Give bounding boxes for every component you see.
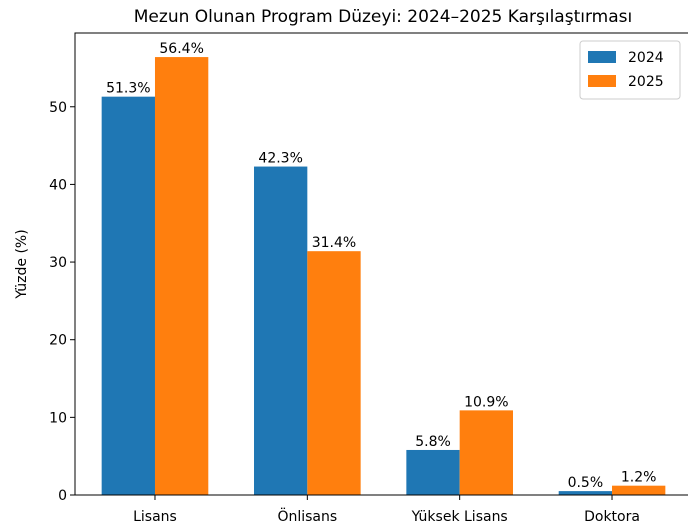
y-tick-label: 30	[49, 255, 67, 271]
bar	[558, 491, 613, 495]
y-tick-label: 20	[49, 333, 67, 349]
bar	[406, 449, 460, 495]
value-label: 5.8%	[415, 434, 451, 450]
legend-label: 2025	[628, 74, 664, 90]
bar	[154, 57, 209, 495]
value-label: 1.2%	[621, 470, 657, 486]
legend-swatch	[588, 51, 616, 63]
y-axis-label: Yüzde (%)	[14, 229, 30, 299]
value-label: 0.5%	[568, 475, 604, 491]
value-label: 42.3%	[258, 151, 302, 167]
value-label: 31.4%	[312, 235, 356, 251]
chart-title: Mezun Olunan Program Düzeyi: 2024–2025 K…	[134, 7, 632, 27]
bar	[101, 96, 155, 495]
value-label: 56.4%	[159, 41, 203, 57]
bar	[254, 166, 308, 495]
x-tick-label: Yüksek Lisans	[411, 509, 508, 525]
y-tick-label: 10	[49, 410, 67, 426]
value-label: 51.3%	[106, 81, 150, 97]
bar	[459, 410, 513, 495]
bar	[612, 485, 666, 495]
x-tick-label: Önlisans	[277, 507, 337, 525]
bar	[307, 251, 361, 495]
x-tick-label: Doktora	[584, 509, 640, 525]
plot-frame	[74, 32, 688, 496]
y-tick-label: 40	[49, 177, 67, 193]
value-label: 10.9%	[464, 394, 508, 410]
legend-swatch	[588, 75, 616, 87]
legend-label: 2024	[628, 50, 664, 66]
y-tick-label: 0	[58, 488, 67, 504]
x-tick-label: Lisans	[133, 509, 177, 525]
y-tick-label: 50	[49, 100, 67, 116]
